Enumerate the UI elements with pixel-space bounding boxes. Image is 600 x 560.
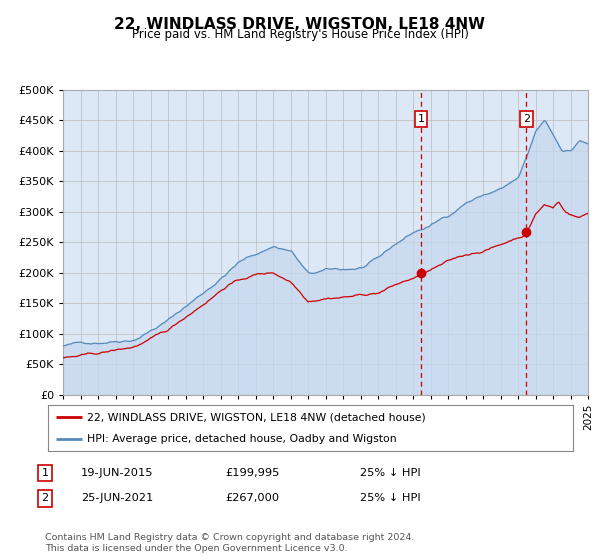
Text: £267,000: £267,000	[225, 493, 279, 503]
Text: 25% ↓ HPI: 25% ↓ HPI	[360, 468, 421, 478]
Text: Contains HM Land Registry data © Crown copyright and database right 2024.
This d: Contains HM Land Registry data © Crown c…	[45, 533, 415, 553]
Text: 25-JUN-2021: 25-JUN-2021	[81, 493, 153, 503]
Text: 2: 2	[41, 493, 49, 503]
Text: 2: 2	[523, 114, 530, 124]
Text: 22, WINDLASS DRIVE, WIGSTON, LE18 4NW (detached house): 22, WINDLASS DRIVE, WIGSTON, LE18 4NW (d…	[88, 412, 426, 422]
Text: HPI: Average price, detached house, Oadby and Wigston: HPI: Average price, detached house, Oadb…	[88, 435, 397, 444]
Text: £199,995: £199,995	[225, 468, 280, 478]
Text: 22, WINDLASS DRIVE, WIGSTON, LE18 4NW: 22, WINDLASS DRIVE, WIGSTON, LE18 4NW	[115, 17, 485, 32]
Text: 1: 1	[41, 468, 49, 478]
Text: 1: 1	[418, 114, 425, 124]
Text: 25% ↓ HPI: 25% ↓ HPI	[360, 493, 421, 503]
Text: 19-JUN-2015: 19-JUN-2015	[81, 468, 154, 478]
Text: Price paid vs. HM Land Registry's House Price Index (HPI): Price paid vs. HM Land Registry's House …	[131, 28, 469, 41]
